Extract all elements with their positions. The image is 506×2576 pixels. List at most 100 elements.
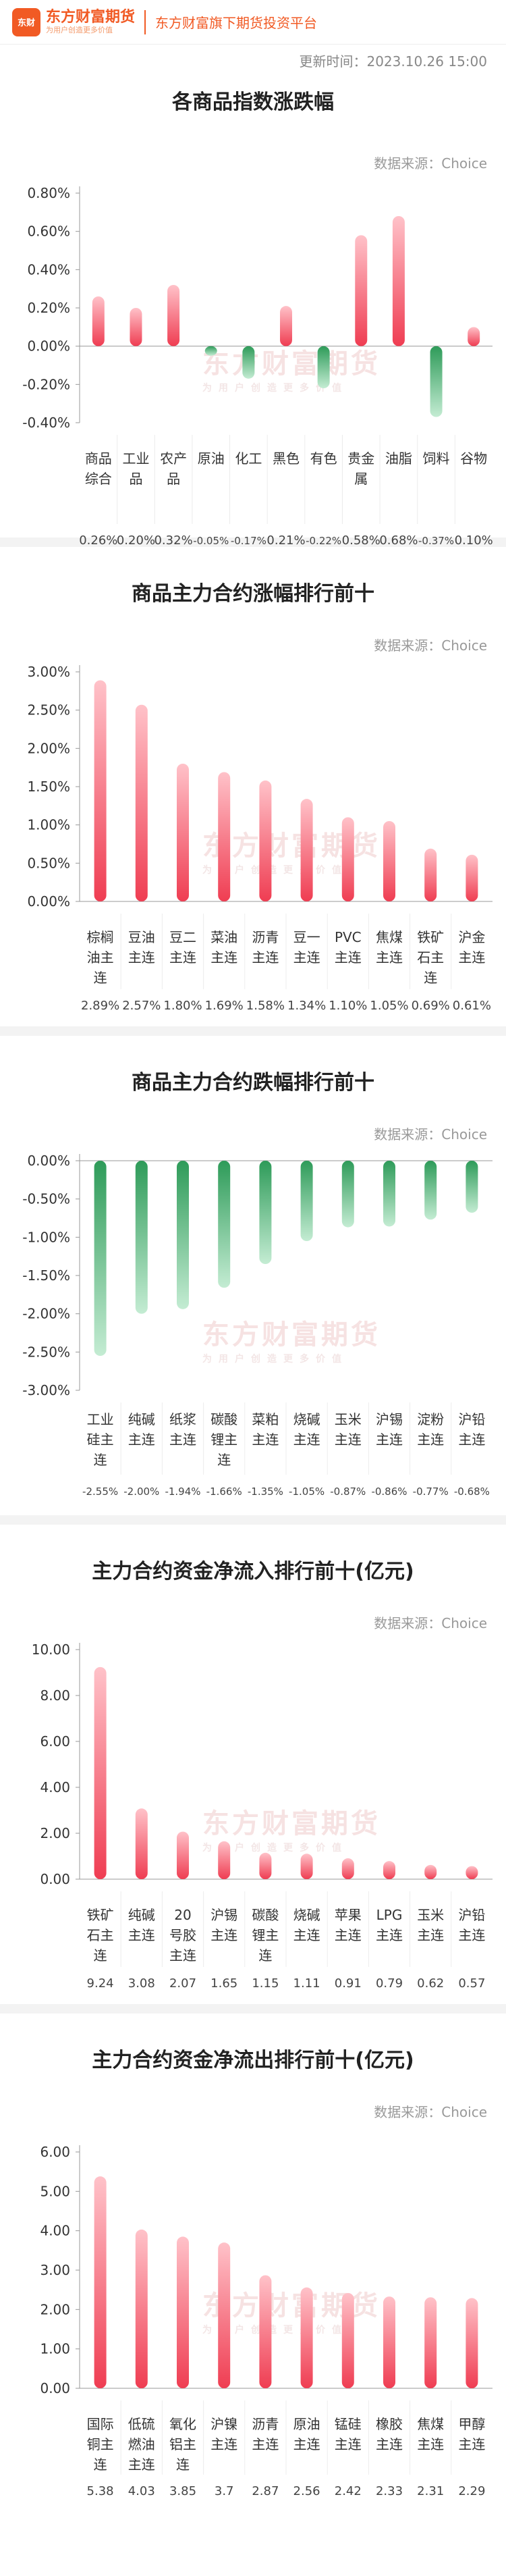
category-label: 主连 — [335, 1431, 362, 1448]
section-separator — [0, 537, 506, 547]
category-label: LPG — [376, 1907, 403, 1923]
category-label: 工业 — [122, 450, 149, 467]
chart-section-3: 商品主力合约跌幅排行前十 数据来源：Choice 东方财富期货 为用户创造更多价值… — [0, 1036, 506, 1515]
chart-section-2: 商品主力合约涨幅排行前十 数据来源：Choice 东方财富期货 为用户创造更多价值… — [0, 547, 506, 1026]
value-label: 0.58% — [342, 533, 381, 548]
category-label: 沪锡 — [210, 1907, 237, 1923]
category-label: 连 — [94, 1452, 107, 1468]
value-label: 0.91 — [335, 1976, 362, 1991]
category-label: 玉米 — [335, 1411, 362, 1427]
category-label: 主连 — [293, 1927, 320, 1943]
logo-text: 东方财富期货 为用户创造更多价值 — [46, 9, 135, 35]
category-label: 橡胶 — [376, 2416, 403, 2432]
bar — [424, 2297, 437, 2388]
y-tick-label: -1.50% — [22, 1267, 70, 1284]
y-tick-label: -0.40% — [22, 415, 70, 431]
y-tick-label: 8.00 — [40, 1687, 70, 1704]
category-label: 主连 — [417, 1927, 444, 1943]
bar — [242, 346, 255, 379]
category-label: 氧化 — [169, 2416, 196, 2432]
value-label: 1.10% — [329, 999, 367, 1013]
value-label: 3.85 — [169, 2484, 196, 2498]
y-tick-label: 0.80% — [27, 185, 70, 201]
value-label: -0.22% — [306, 535, 341, 547]
platform-tagline: 东方财富旗下期货投资平台 — [155, 15, 318, 31]
category-label: 豆二 — [169, 929, 196, 945]
category-label: 商品 — [85, 450, 112, 467]
value-label: 1.58% — [246, 999, 285, 1013]
category-label: 沪镍 — [210, 2416, 237, 2432]
y-tick-label: 0.00% — [27, 338, 70, 354]
category-label: 主连 — [252, 949, 279, 966]
category-label: 综合 — [85, 471, 112, 487]
value-label: 2.31 — [417, 2484, 444, 2498]
value-label: -1.94% — [165, 1486, 200, 1498]
category-label: 石主 — [87, 1927, 114, 1943]
bar — [280, 306, 292, 346]
category-label: 主连 — [376, 1431, 403, 1448]
category-label: 饲料 — [423, 450, 450, 467]
bar — [135, 1161, 148, 1314]
bar — [383, 2296, 395, 2388]
category-label: 工业 — [87, 1411, 114, 1427]
category-label: 铁矿 — [87, 1907, 114, 1923]
category-label: 20 — [174, 1907, 191, 1923]
y-tick-label: 0.50% — [27, 855, 70, 871]
brand-logo[interactable]: 东财 东方财富期货 为用户创造更多价值 — [12, 7, 135, 36]
category-label: 主连 — [169, 1431, 196, 1448]
bar — [94, 680, 107, 901]
bar — [94, 1161, 107, 1356]
category-label: 主连 — [335, 2436, 362, 2452]
category-label: 烧碱 — [293, 1907, 320, 1923]
value-label: 5.38 — [87, 2484, 114, 2498]
category-label: 纸浆 — [169, 1411, 196, 1427]
chart-3: 0.00% -0.50% -1.00% -1.50% -2.00% -2.50% -3.00… — [22, 1153, 493, 1498]
section-separator — [0, 1515, 506, 1525]
category-label: 品 — [129, 471, 142, 487]
chart-title-2: 商品主力合约涨幅排行前十 — [132, 582, 374, 606]
category-label: 焦煤 — [376, 929, 403, 945]
category-label: 黑色 — [273, 450, 300, 467]
category-label: 苹果 — [335, 1907, 362, 1923]
category-label: 沪铅 — [458, 1411, 485, 1427]
bar — [341, 1161, 354, 1228]
category-label: 油主 — [87, 949, 114, 966]
section-separator — [0, 2004, 506, 2014]
value-label: 1.34% — [287, 999, 326, 1013]
category-label: 化工 — [235, 450, 262, 467]
data-source-5: 数据来源：Choice — [374, 2104, 487, 2120]
chart-title-3: 商品主力合约跌幅排行前十 — [132, 1071, 374, 1095]
category-label: 纯碱 — [128, 1907, 155, 1923]
bar — [177, 1161, 189, 1309]
category-label: 主连 — [335, 1927, 362, 1943]
category-label: 主连 — [458, 2436, 485, 2452]
category-label: 主连 — [169, 1947, 196, 1964]
y-tick-label: 0.40% — [27, 261, 70, 278]
update-time: 更新时间：2023.10.26 15:00 — [299, 53, 487, 70]
category-label: 锰硅 — [335, 2416, 362, 2432]
y-tick-label: -2.00% — [22, 1306, 70, 1322]
bar — [92, 296, 105, 346]
category-label: 主连 — [128, 2456, 155, 2473]
value-label: 1.15 — [252, 1976, 279, 1991]
category-label: 铝主 — [169, 2436, 196, 2452]
category-label: 主连 — [458, 1431, 485, 1448]
category-label: 沪金 — [458, 929, 485, 945]
category-label: 油脂 — [385, 450, 412, 467]
section-separator — [0, 1026, 506, 1036]
category-label: 碳酸 — [210, 1411, 237, 1427]
category-label: 主连 — [376, 2436, 403, 2452]
category-label: 号胶 — [169, 1927, 196, 1943]
bar — [341, 2292, 354, 2388]
y-tick-label: -3.00% — [22, 1382, 70, 1398]
data-source-4: 数据来源：Choice — [374, 1615, 487, 1631]
value-label: 0.20% — [117, 533, 155, 548]
category-label: 主连 — [417, 1431, 444, 1448]
chart-title-4: 主力合约资金净流入排行前十(亿元) — [92, 1560, 414, 1583]
app-header: 东财 东方财富期货 为用户创造更多价值 东方财富旗下期货投资平台 — [0, 0, 506, 45]
y-tick-label: 2.00 — [40, 1825, 70, 1841]
value-label: -0.77% — [413, 1486, 449, 1498]
y-tick-label: 3.00 — [40, 2262, 70, 2278]
category-label: 烧碱 — [293, 1411, 320, 1427]
category-label: 主连 — [128, 1927, 155, 1943]
